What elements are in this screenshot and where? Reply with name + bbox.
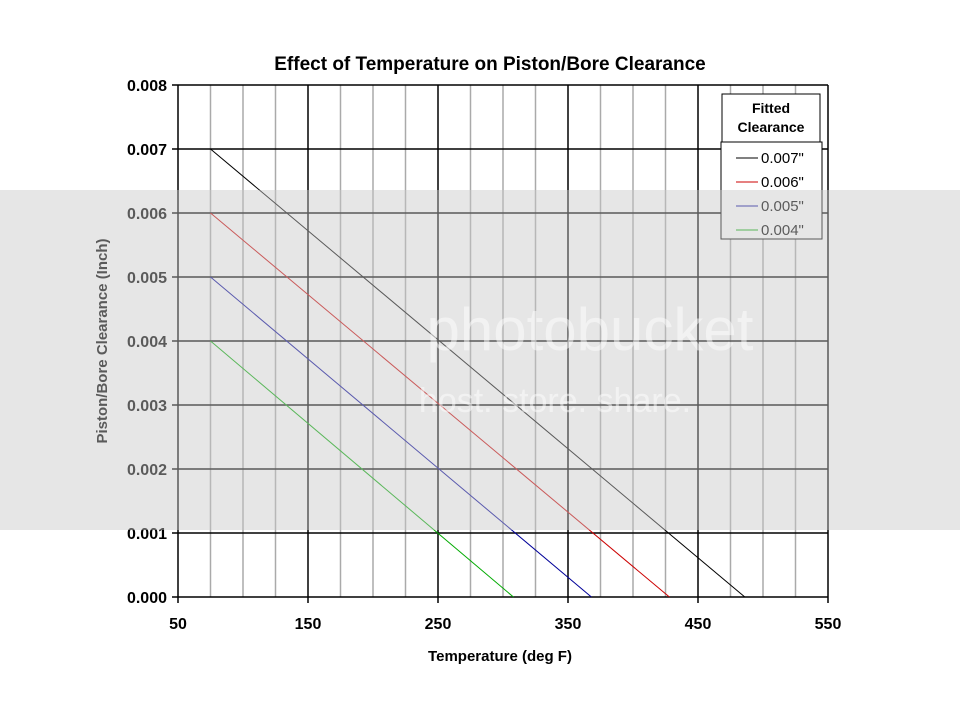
x-tick-label: 550 [815, 616, 842, 633]
chart-title: Effect of Temperature on Piston/Bore Cle… [274, 54, 705, 75]
watermark-text: photobucket [427, 296, 754, 363]
legend-title-box [721, 93, 821, 143]
watermark-band [0, 190, 960, 530]
watermark-subtext: host. store. share. [419, 382, 691, 420]
x-tick-label: 150 [295, 616, 322, 633]
legend-title-line2: Clearance [738, 119, 805, 135]
series-line [210, 212, 670, 598]
y-tick-label: 0.006 [127, 206, 167, 223]
x-tick-labels: 50 150 250 350 450 550 [169, 616, 841, 633]
series-line [210, 148, 746, 598]
legend-label: 0.006" [761, 174, 804, 191]
series-line [210, 340, 514, 598]
legend-label: 0.004" [761, 222, 804, 239]
y-axis-label: Piston/Bore Clearance (Inch) [94, 238, 111, 443]
series-lines [210, 148, 746, 598]
series-line [210, 276, 592, 598]
legend-title-line1: Fitted [752, 100, 790, 116]
x-tick-label: 350 [555, 616, 582, 633]
y-tick-label: 0.000 [127, 590, 167, 607]
y-tick-label: 0.008 [127, 78, 167, 95]
y-tick-label: 0.002 [127, 462, 167, 479]
y-tick-label: 0.007 [127, 142, 167, 159]
x-tick-label: 250 [425, 616, 452, 633]
x-axis-label: Temperature (deg F) [428, 648, 572, 665]
y-tick-labels: 0.000 0.001 0.002 0.003 0.004 0.005 0.006 0.007… [127, 78, 167, 607]
legend-label: 0.007" [761, 150, 804, 167]
y-tick-label: 0.001 [127, 526, 167, 543]
x-tick-label: 450 [685, 616, 712, 633]
y-tick-label: 0.005 [127, 270, 167, 287]
legend: Fitted Clearance 0.007" 0.006" 0.005" 0.004… [720, 93, 823, 240]
y-tick-label: 0.004 [127, 334, 167, 351]
legend-label: 0.005" [761, 198, 804, 215]
y-tick-label: 0.003 [127, 398, 167, 415]
x-tick-label: 50 [169, 616, 187, 633]
